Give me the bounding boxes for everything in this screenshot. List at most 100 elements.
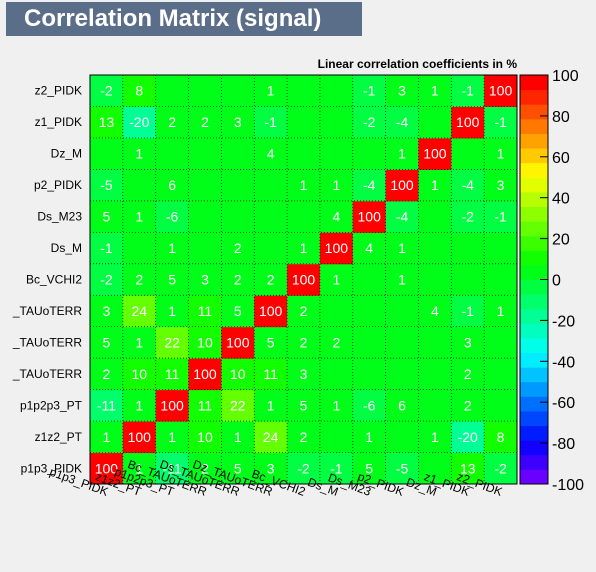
heatmap-cell	[122, 75, 157, 107]
cell-value-label: 2	[300, 429, 308, 445]
heatmap-cell	[122, 263, 157, 296]
color-scale-swatch	[520, 367, 548, 383]
heatmap-cell	[418, 421, 452, 454]
heatmap-cell	[451, 137, 485, 170]
cell-value-label: -1	[100, 240, 113, 256]
heatmap-cell	[451, 389, 485, 422]
heatmap-cell	[122, 358, 157, 391]
heatmap-cell	[287, 295, 321, 328]
heatmap-cell	[418, 169, 452, 202]
cell-value-label: 5	[300, 397, 308, 413]
heatmap-cell	[90, 326, 124, 359]
heatmap-cell	[319, 232, 354, 265]
heatmap-cell	[221, 326, 255, 359]
color-scale-tick-label: 40	[552, 191, 570, 208]
y-tick-label: z2_PIDK	[35, 84, 82, 98]
cell-value-label: 100	[128, 429, 152, 445]
heatmap-cell	[418, 137, 452, 170]
heatmap-cell	[451, 263, 485, 296]
heatmap-cell	[319, 389, 354, 422]
heatmap-cell	[352, 326, 387, 359]
heatmap-cell	[385, 169, 419, 202]
heatmap-cell	[155, 389, 190, 422]
heatmap-cell	[188, 200, 222, 233]
cell-value-label: -2	[100, 272, 113, 288]
cell-value-label: 3	[103, 303, 111, 319]
heatmap-cell	[451, 169, 485, 202]
heatmap-cell	[451, 326, 485, 359]
heatmap-cell	[484, 452, 518, 485]
heatmap-cell	[188, 137, 222, 170]
heatmap-cell	[221, 263, 255, 296]
heatmap-cell	[122, 452, 157, 485]
color-scale-swatch	[520, 133, 548, 149]
color-scale-tick-label: -100	[552, 477, 584, 494]
heatmap-cell	[319, 106, 354, 139]
heatmap-cells: 100 1 -11 2 5 3 -2 -1 5 -5 13 -21 100 1 10 1 24 2 1 1 -20 8-1…	[90, 75, 518, 485]
cell-value-label: 4	[267, 146, 275, 162]
heatmap-cell	[254, 137, 288, 170]
heatmap-cell	[484, 358, 518, 391]
heatmap-cell	[254, 389, 288, 422]
color-scale-swatch	[520, 75, 548, 91]
heatmap-cell	[122, 295, 157, 328]
heatmap-cell	[418, 200, 452, 233]
heatmap-cell	[254, 263, 288, 296]
heatmap-cell	[155, 421, 190, 454]
heatmap-cell	[385, 137, 419, 170]
heatmap-cell	[451, 452, 485, 485]
cell-value-label: 1	[103, 429, 111, 445]
color-scale-swatch	[520, 308, 548, 324]
cell-value-label: 24	[131, 303, 147, 319]
heatmap-cell	[221, 421, 255, 454]
y-tick-label: z1_PIDK	[35, 115, 82, 129]
heatmap-cell	[221, 106, 255, 139]
cell-value-label: -5	[396, 460, 409, 476]
cell-value-label: 100	[226, 334, 250, 350]
color-scale-swatch	[520, 396, 548, 412]
cell-value-label: 2	[300, 303, 308, 319]
cell-value-label: 100	[95, 460, 119, 476]
cell-value-label: 5	[103, 334, 111, 350]
heatmap-cell	[90, 389, 124, 422]
heatmap-cell	[90, 421, 124, 454]
cell-value-label: 1	[168, 429, 176, 445]
cell-value-label: 3	[234, 114, 242, 130]
cell-value-label: 1	[135, 460, 143, 476]
heatmap-cell	[352, 295, 387, 328]
heatmap-cell	[319, 295, 354, 328]
heatmap-cell	[385, 263, 419, 296]
cell-value-label: -1	[494, 114, 507, 130]
heatmap-cell	[155, 326, 190, 359]
y-tick-label: p1p3_PIDK	[21, 461, 82, 475]
heatmap-cell	[418, 358, 452, 391]
cell-value-label: 1	[300, 177, 308, 193]
color-scale-swatch	[520, 104, 548, 120]
cell-value-label: 100	[193, 366, 217, 382]
cell-value-label: 1	[168, 303, 176, 319]
y-tick-label: z1z2_PT	[35, 430, 83, 444]
cell-value-label: 100	[292, 272, 316, 288]
color-scale-tick-label: 0	[552, 273, 561, 290]
cell-value-label: 1	[497, 146, 505, 162]
cell-value-label: 100	[489, 83, 513, 99]
heatmap-cell	[155, 75, 190, 107]
heatmap-cell	[155, 452, 190, 485]
heatmap-cell	[188, 358, 222, 391]
cell-value-label: 22	[164, 334, 180, 350]
heatmap-cell	[90, 169, 124, 202]
heatmap-cell	[155, 137, 190, 170]
color-scale-swatch	[520, 410, 548, 427]
heatmap-cell	[254, 452, 288, 485]
cell-value-label: -1	[264, 114, 277, 130]
color-scale-swatch	[520, 206, 548, 222]
cell-value-label: 3	[201, 272, 209, 288]
cell-value-label: 100	[423, 146, 447, 162]
color-scale-tick-label: 20	[552, 232, 570, 249]
cell-value-label: 1	[398, 146, 406, 162]
cell-value-label: 3	[300, 366, 308, 382]
heatmap-cell	[155, 358, 190, 391]
cell-value-label: 6	[168, 177, 176, 193]
cell-value-label: 5	[103, 209, 111, 225]
heatmap-cell	[352, 232, 387, 265]
